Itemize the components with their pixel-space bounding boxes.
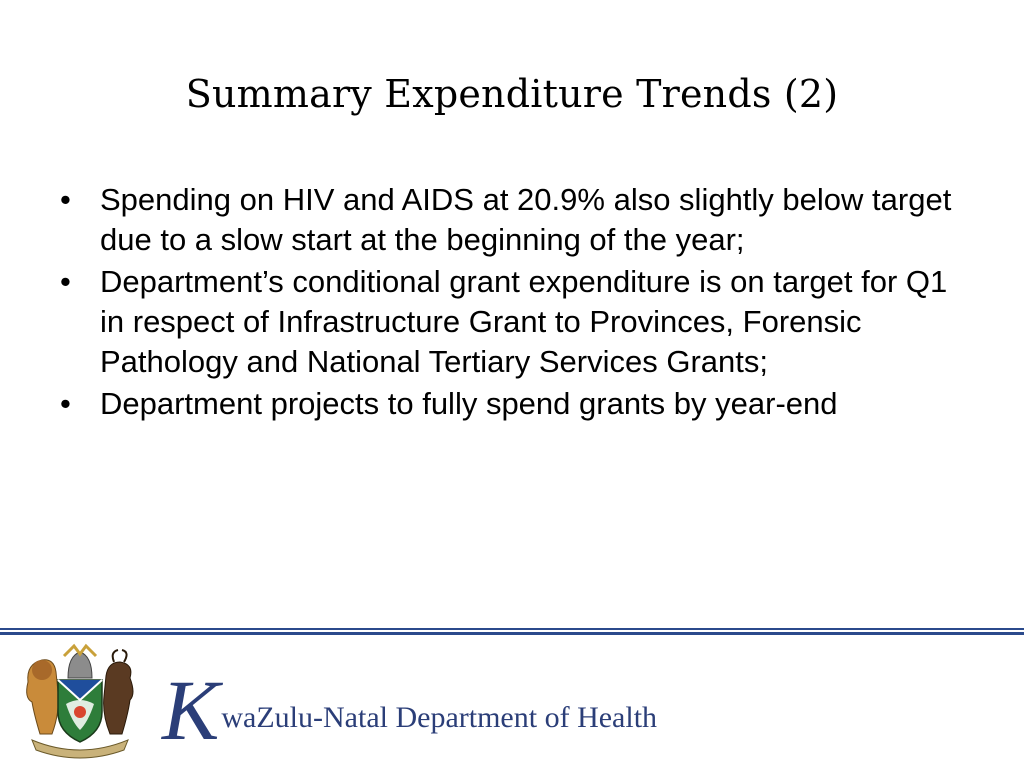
coat-of-arms-icon bbox=[18, 642, 142, 760]
bullet-text: Spending on HIV and AIDS at 20.9% also s… bbox=[100, 182, 952, 257]
bullet-item: • Spending on HIV and AIDS at 20.9% also… bbox=[58, 180, 968, 260]
bullet-dot: • bbox=[60, 264, 71, 299]
bullet-dot: • bbox=[60, 386, 71, 421]
bullet-item: • Department’s conditional grant expendi… bbox=[58, 262, 968, 382]
department-logo-text: K waZulu-Natal Department of Health bbox=[162, 664, 658, 753]
slide-title: Summary Expenditure Trends (2) bbox=[185, 72, 839, 116]
bullet-dot: • bbox=[60, 182, 71, 217]
footer-divider bbox=[0, 628, 1024, 638]
bullet-text: Department’s conditional grant expenditu… bbox=[100, 264, 948, 379]
bullet-item: • Department projects to fully spend gra… bbox=[58, 384, 968, 424]
brand-initial: K bbox=[162, 662, 220, 758]
bullet-text: Department projects to fully spend grant… bbox=[100, 386, 838, 421]
bullet-list: • Spending on HIV and AIDS at 20.9% also… bbox=[58, 180, 968, 426]
brand-name: waZulu-Natal Department of Health bbox=[221, 701, 658, 734]
